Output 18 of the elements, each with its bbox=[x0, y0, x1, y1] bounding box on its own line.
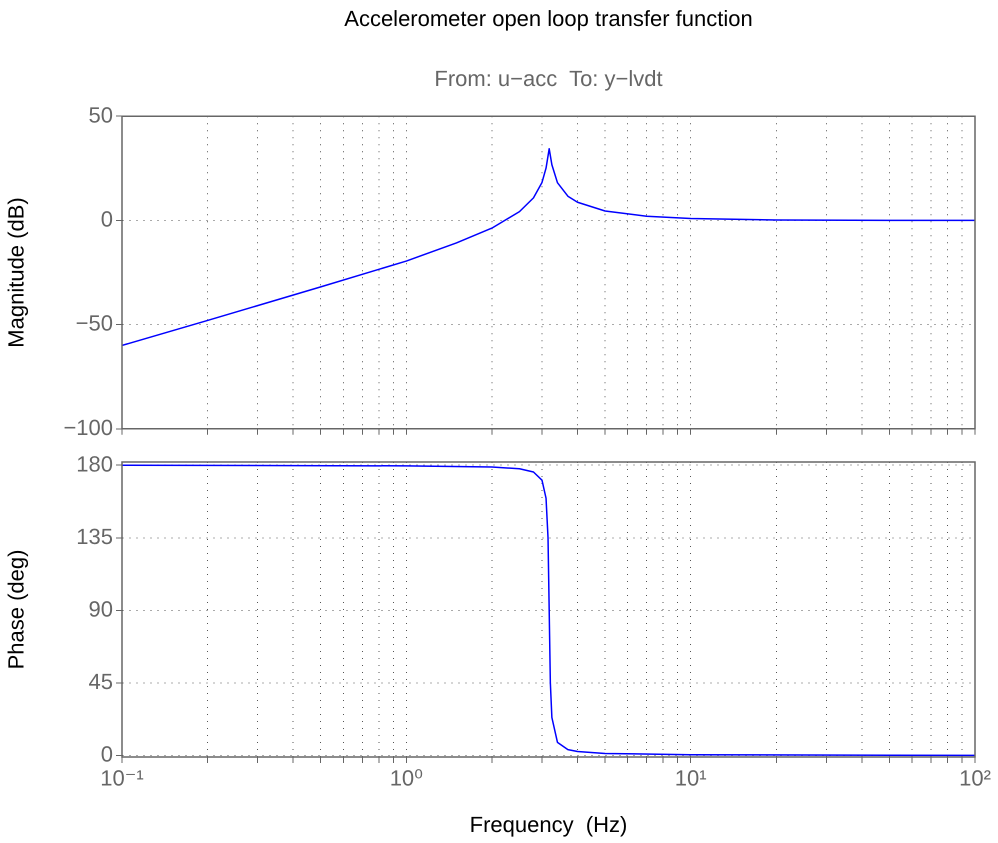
y-tick-label: 135 bbox=[76, 524, 113, 549]
chart-title: Accelerometer open loop transfer function bbox=[343, 6, 754, 32]
x-tick-label: 10⁰ bbox=[390, 765, 424, 790]
x-tick-label: 10² bbox=[959, 765, 991, 790]
y-tick-label: 180 bbox=[76, 451, 113, 476]
y-axis-title: Magnitude (dB) bbox=[3, 197, 28, 348]
y-tick-label: 90 bbox=[88, 596, 113, 622]
y-axis-title: Phase (deg) bbox=[3, 550, 28, 670]
x-tick-label: 10⁻¹ bbox=[100, 765, 144, 790]
y-tick-label: 50 bbox=[88, 102, 113, 128]
y-tick-label: 45 bbox=[88, 668, 113, 694]
y-tick-label: 0 bbox=[100, 206, 113, 232]
y-tick-label: 0 bbox=[100, 741, 113, 766]
x-axis-title: Frequency (Hz) bbox=[470, 812, 628, 837]
y-tick-label: −50 bbox=[76, 310, 113, 336]
x-tick-label: 10¹ bbox=[674, 765, 707, 790]
chart-subtitle: From: u−acc To: y−lvdt bbox=[433, 66, 664, 92]
y-tick-label: −100 bbox=[63, 414, 113, 440]
